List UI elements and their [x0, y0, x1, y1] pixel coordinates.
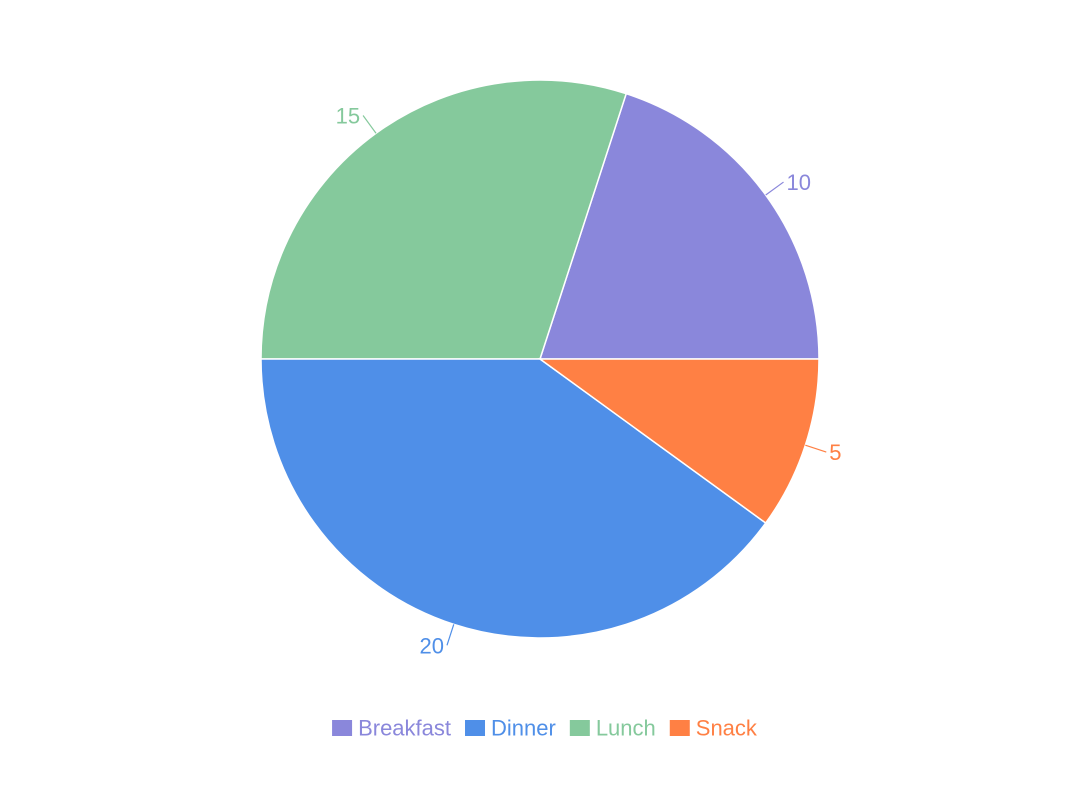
- legend-swatch-snack: [669, 720, 690, 736]
- legend-swatch-lunch: [569, 720, 590, 736]
- data-labels: 10 15 20 5: [336, 103, 842, 658]
- legend-swatch-breakfast: [332, 720, 353, 736]
- legend-label-dinner: Dinner: [491, 716, 556, 741]
- leader-line-dinner: [446, 624, 455, 646]
- legend-label-breakfast: Breakfast: [358, 716, 451, 741]
- leader-line-breakfast: [765, 181, 784, 196]
- data-label-dinner: 20: [420, 633, 444, 658]
- legend-label-lunch: Lunch: [596, 716, 656, 741]
- data-label-lunch: 15: [336, 103, 360, 128]
- legend-label-snack: Snack: [696, 716, 758, 741]
- legend-item-lunch[interactable]: Lunch: [569, 716, 656, 741]
- leader-line-lunch: [362, 115, 377, 134]
- pie-slice-dinner[interactable]: [260, 358, 767, 639]
- legend-item-dinner[interactable]: Dinner: [465, 716, 556, 741]
- legend-item-snack[interactable]: Snack: [669, 716, 758, 741]
- legend-swatch-dinner: [465, 720, 486, 736]
- data-label-breakfast: 10: [787, 170, 811, 195]
- leader-line-snack: [805, 444, 827, 453]
- pie-slice-snack[interactable]: [537, 358, 820, 525]
- data-label-snack: 5: [829, 440, 841, 465]
- label-leader-lines: [362, 115, 827, 646]
- legend: Breakfast Dinner Lunch Snack: [332, 716, 758, 741]
- legend-item-breakfast[interactable]: Breakfast: [332, 716, 451, 741]
- pie-slices: [260, 79, 820, 639]
